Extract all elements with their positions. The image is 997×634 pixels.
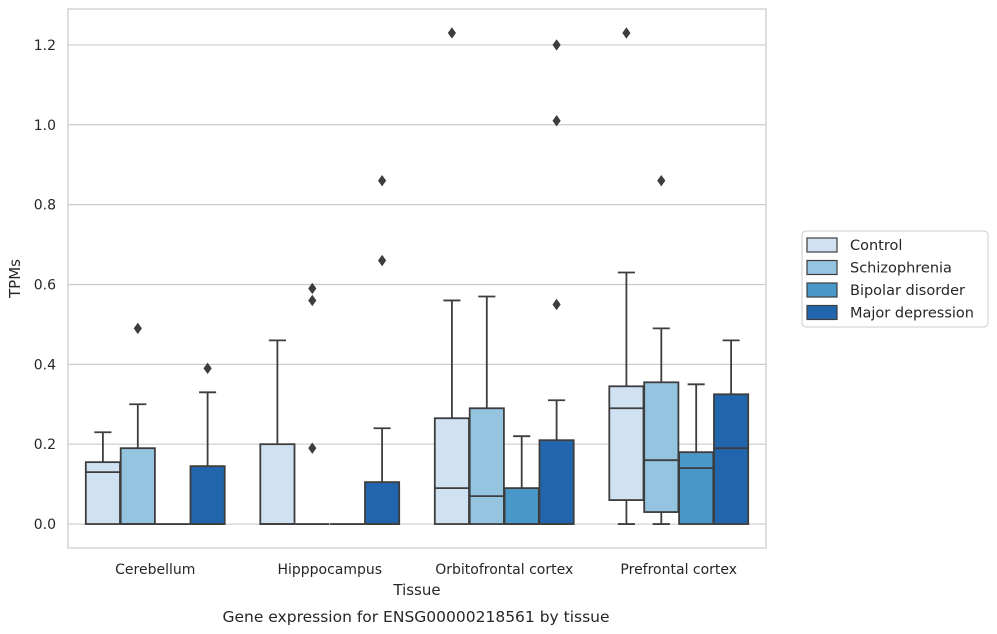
outlier-point bbox=[657, 174, 666, 187]
box-body bbox=[713, 393, 750, 525]
x-tick-label: Hipppocampus bbox=[277, 562, 382, 578]
outlier-point bbox=[308, 294, 317, 307]
box-major-depression bbox=[538, 39, 575, 525]
box-schizophrenia bbox=[468, 295, 505, 525]
box-schizophrenia bbox=[119, 322, 156, 525]
y-tick-label: 1.2 bbox=[34, 38, 56, 54]
outlier-point bbox=[552, 39, 561, 51]
box-major-depression bbox=[713, 339, 750, 525]
box-control bbox=[84, 431, 121, 525]
box-body bbox=[468, 407, 505, 525]
box-layer bbox=[84, 27, 750, 525]
box-control bbox=[608, 27, 645, 525]
box-body bbox=[608, 385, 645, 501]
box-body bbox=[119, 447, 156, 525]
outlier-point bbox=[203, 362, 212, 375]
box-major-depression bbox=[189, 362, 226, 525]
legend-swatch bbox=[806, 237, 838, 253]
y-axis-label: TPMs bbox=[6, 259, 24, 299]
legend-label: Schizophrenia bbox=[850, 261, 952, 277]
legend-swatch bbox=[806, 282, 838, 298]
box-schizophrenia bbox=[295, 282, 330, 525]
outlier-point bbox=[378, 254, 387, 267]
legend-frame bbox=[801, 230, 989, 328]
outlier-point bbox=[133, 322, 142, 335]
box-bipolar-disorder bbox=[503, 435, 540, 525]
y-tick-label: 0.6 bbox=[34, 277, 56, 293]
legend-label: Bipolar disorder bbox=[850, 283, 965, 299]
y-tick-label: 1.0 bbox=[34, 118, 56, 134]
x-tick-labels: Cerebellum Hipppocampus Orbitofrontal cort… bbox=[115, 562, 737, 578]
box-control bbox=[259, 339, 296, 525]
box-major-depression bbox=[364, 174, 401, 525]
outlier-point bbox=[552, 298, 561, 311]
legend-swatch bbox=[806, 304, 838, 321]
outlier-point bbox=[308, 282, 317, 295]
legend-label: Control bbox=[850, 238, 902, 254]
box-bipolar-disorder bbox=[678, 383, 715, 525]
y-tick-label: 0.0 bbox=[34, 517, 56, 533]
x-axis-label: Tissue bbox=[392, 581, 440, 599]
x-tick-label: Orbitofrontal cortex bbox=[435, 562, 573, 578]
legend: Control Schizophrenia Bipolar disorder Majo… bbox=[801, 230, 989, 328]
box-body bbox=[503, 487, 540, 525]
outlier-point bbox=[552, 115, 561, 127]
box-body bbox=[189, 465, 226, 525]
chart-caption: Gene expression for ENSG00000218561 by t… bbox=[222, 608, 609, 626]
box-schizophrenia bbox=[643, 174, 680, 525]
box-body bbox=[364, 481, 401, 525]
x-tick-label: Cerebellum bbox=[115, 562, 195, 578]
box-control bbox=[433, 27, 470, 525]
box-body bbox=[538, 439, 575, 525]
y-tick-labels: 0.0 0.2 0.4 0.6 0.8 1.0 1.2 bbox=[34, 38, 56, 533]
box-body bbox=[678, 451, 715, 525]
plot-frame bbox=[67, 8, 767, 549]
outlier-point bbox=[622, 27, 631, 39]
legend-swatch bbox=[806, 259, 838, 276]
outlier-point bbox=[378, 174, 387, 187]
box-body bbox=[259, 443, 296, 525]
y-tick-label: 0.2 bbox=[34, 437, 56, 453]
box-body bbox=[643, 381, 680, 513]
box-body bbox=[433, 417, 470, 525]
x-tick-label: Prefrontal cortex bbox=[620, 562, 737, 578]
y-tick-label: 0.8 bbox=[34, 198, 56, 214]
outlier-point bbox=[308, 442, 317, 454]
legend-label: Major depression bbox=[850, 306, 974, 322]
y-tick-label: 0.4 bbox=[34, 357, 56, 373]
outlier-point bbox=[447, 27, 456, 39]
grid-layer bbox=[68, 44, 766, 525]
